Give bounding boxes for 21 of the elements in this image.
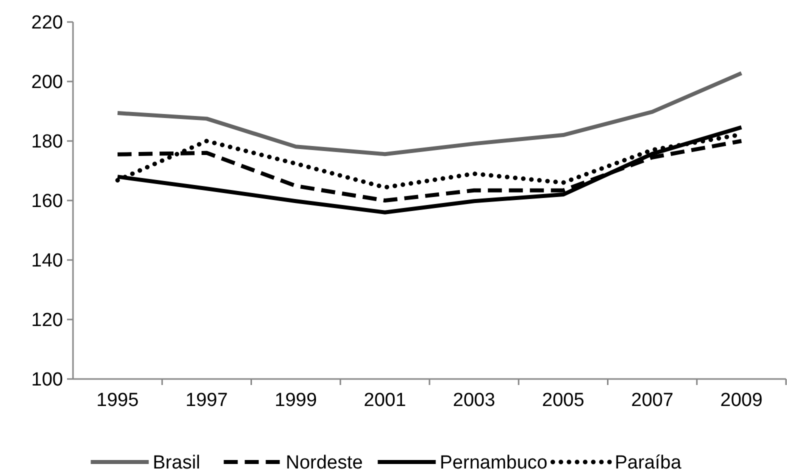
x-tick-label: 2001	[364, 390, 406, 411]
x-tick-label: 2009	[720, 390, 763, 411]
y-tick-label: 120	[31, 310, 63, 332]
x-tick-label: 2007	[631, 390, 674, 411]
legend-label: Nordeste	[286, 452, 363, 474]
legend-label: Paraíba	[614, 452, 682, 474]
x-tick-label: 1997	[186, 390, 228, 411]
y-tick-label: 100	[31, 370, 63, 391]
y-tick-label: 180	[31, 132, 63, 153]
y-tick-label: 140	[31, 250, 63, 272]
y-tick-label: 160	[31, 191, 63, 212]
y-tick-label: 200	[31, 72, 63, 94]
legend-label: Pernambuco	[440, 452, 548, 474]
x-tick-label: 1999	[274, 390, 317, 411]
x-tick-label: 2005	[542, 390, 584, 411]
line-series	[116, 71, 744, 156]
line-series	[116, 125, 744, 214]
x-tick-label: 2003	[452, 390, 496, 411]
x-tick-label: 1995	[96, 390, 139, 411]
y-tick-label: 220	[31, 12, 63, 34]
legend-label: Brasil	[152, 452, 200, 474]
